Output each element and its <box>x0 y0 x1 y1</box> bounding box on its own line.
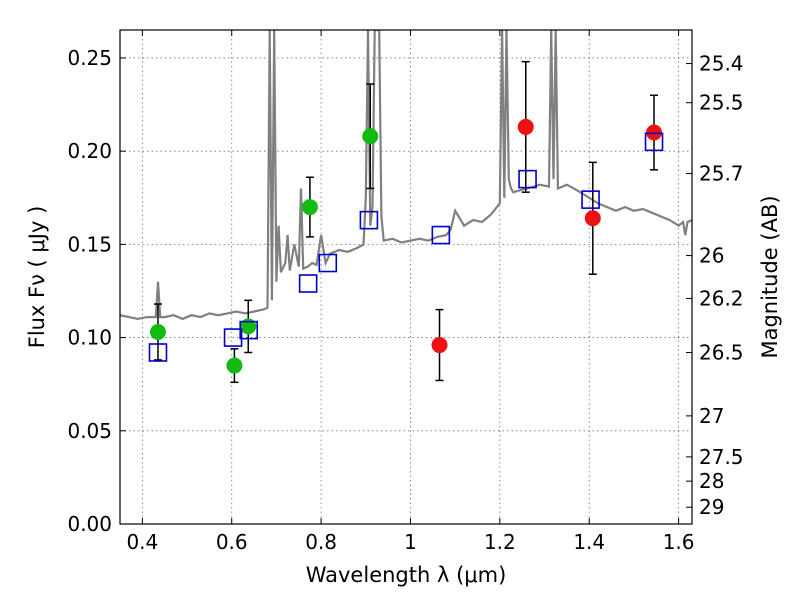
model-point <box>298 274 318 293</box>
y2-tick-label: 28 <box>699 469 724 493</box>
x-tick-label: 0.4 <box>126 530 158 554</box>
y2-tick-label: 26.2 <box>699 286 744 310</box>
y2-tick-label: 27 <box>699 404 724 428</box>
data-point <box>301 199 318 216</box>
x-tick-label: 0.6 <box>216 530 248 554</box>
y-tick-label: 0.20 <box>67 139 112 163</box>
y-tick-label: 0.00 <box>67 512 112 536</box>
y-axis-label: Flux Fν ( μJy ) <box>25 206 49 349</box>
gridlines <box>120 30 692 525</box>
model-point <box>644 132 664 152</box>
model-spectrum <box>120 30 692 321</box>
y-tick-label: 0.15 <box>67 232 112 256</box>
axis-ticks <box>120 30 692 525</box>
y2-tick-label: 29 <box>699 495 724 519</box>
x-axis-label: Wavelength λ (μm) <box>306 563 507 587</box>
error-bars <box>153 60 659 384</box>
data-point <box>517 118 534 135</box>
data-point <box>646 124 663 141</box>
y-tick-label: 0.05 <box>67 419 112 443</box>
y2-tick-label: 25.7 <box>699 162 744 186</box>
spectrum-line <box>120 30 692 321</box>
x-tick-label: 0.8 <box>305 530 337 554</box>
tick-labels: 0.4 0.6 0.8 1 1.2 1.4 1.6 0.00 0.05 0.10 0.15 0.20 0… <box>67 46 743 554</box>
model-point <box>359 210 379 230</box>
model-point <box>223 328 243 347</box>
y-tick-label: 0.10 <box>67 326 112 350</box>
x-tick-label: 1.4 <box>573 530 605 554</box>
x-tick-label: 1.2 <box>484 530 516 554</box>
y2-tick-label: 25.5 <box>699 91 744 115</box>
y-tick-label: 0.25 <box>67 46 112 70</box>
x-tick-label: 1.6 <box>663 530 695 554</box>
y2-tick-label: 27.5 <box>699 445 744 469</box>
model-point <box>518 169 537 189</box>
x-tick-label: 1 <box>404 530 417 554</box>
model-point <box>239 320 258 340</box>
data-point <box>431 337 448 354</box>
data-point <box>149 323 166 340</box>
y2-axis-label: Magnitude (AB) <box>758 195 782 358</box>
plot-frame <box>119 29 693 525</box>
y2-tick-label: 25.4 <box>699 52 744 76</box>
y2-tick-label: 26 <box>699 244 724 268</box>
data-markers <box>148 118 664 374</box>
data-point <box>362 128 379 145</box>
model-point <box>581 190 600 209</box>
data-point <box>584 210 601 227</box>
model-point <box>318 253 338 273</box>
model-point <box>431 225 451 245</box>
data-point <box>226 357 243 374</box>
model-point <box>148 343 168 362</box>
y2-tick-label: 26.5 <box>699 340 744 364</box>
